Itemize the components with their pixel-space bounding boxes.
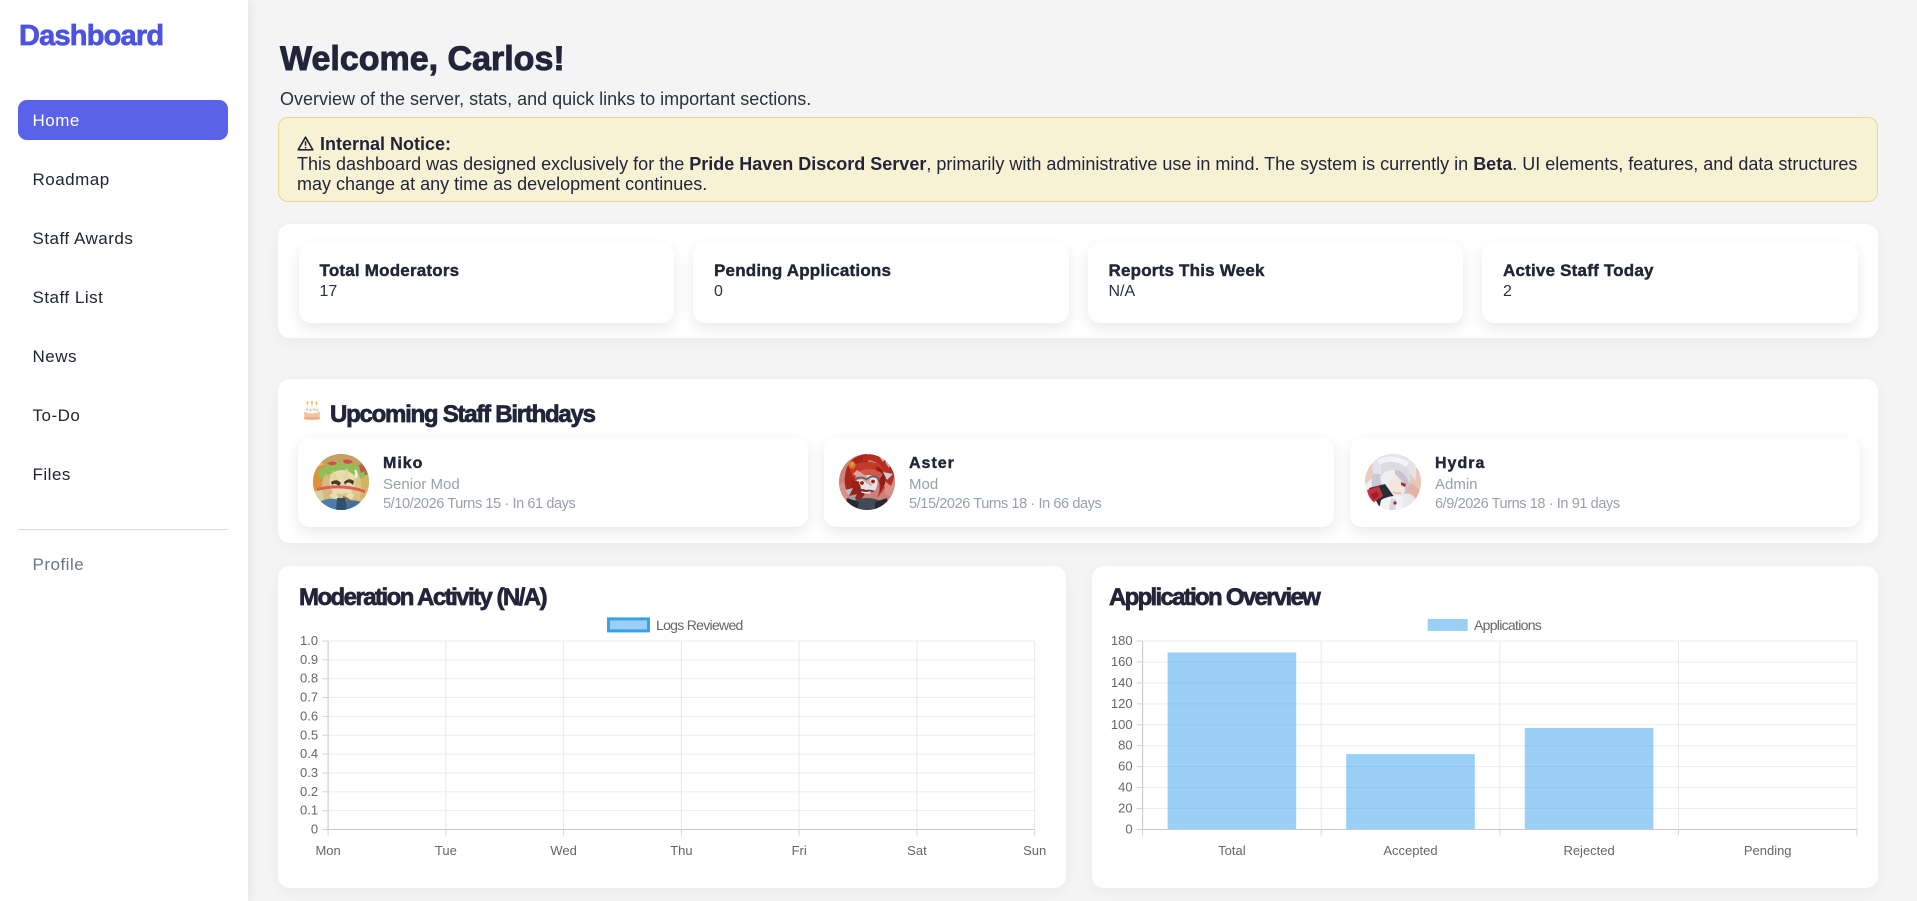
svg-text:160: 160 xyxy=(1111,654,1133,669)
svg-text:140: 140 xyxy=(1111,675,1133,690)
svg-text:Rejected: Rejected xyxy=(1563,843,1614,858)
svg-text:0.7: 0.7 xyxy=(300,690,318,705)
svg-text:1.0: 1.0 xyxy=(300,633,318,648)
svg-text:Wed: Wed xyxy=(550,843,577,858)
svg-text:Total: Total xyxy=(1218,843,1246,858)
svg-text:0.4: 0.4 xyxy=(300,746,318,761)
svg-text:0: 0 xyxy=(1125,822,1132,837)
svg-text:80: 80 xyxy=(1118,738,1132,753)
svg-text:120: 120 xyxy=(1111,696,1133,711)
svg-text:40: 40 xyxy=(1118,780,1132,795)
svg-text:Tue: Tue xyxy=(435,843,457,858)
svg-text:20: 20 xyxy=(1118,801,1132,816)
svg-text:100: 100 xyxy=(1111,717,1133,732)
svg-text:60: 60 xyxy=(1118,759,1132,774)
svg-text:180: 180 xyxy=(1111,633,1133,648)
svg-text:0.8: 0.8 xyxy=(300,671,318,686)
svg-text:Sun: Sun xyxy=(1023,843,1046,858)
svg-text:0.5: 0.5 xyxy=(300,727,318,742)
svg-text:Pending: Pending xyxy=(1744,843,1792,858)
svg-text:Logs Reviewed: Logs Reviewed xyxy=(656,617,743,633)
svg-text:Sat: Sat xyxy=(907,843,927,858)
svg-text:Mon: Mon xyxy=(315,843,340,858)
svg-text:Thu: Thu xyxy=(670,843,692,858)
svg-text:Applications: Applications xyxy=(1474,617,1542,633)
svg-text:0.6: 0.6 xyxy=(300,708,318,723)
svg-text:Fri: Fri xyxy=(792,843,807,858)
svg-text:0: 0 xyxy=(311,822,318,837)
svg-text:0.1: 0.1 xyxy=(300,803,318,818)
svg-text:0.2: 0.2 xyxy=(300,784,318,799)
svg-text:0.3: 0.3 xyxy=(300,765,318,780)
svg-text:Accepted: Accepted xyxy=(1383,843,1437,858)
svg-text:0.9: 0.9 xyxy=(300,652,318,667)
